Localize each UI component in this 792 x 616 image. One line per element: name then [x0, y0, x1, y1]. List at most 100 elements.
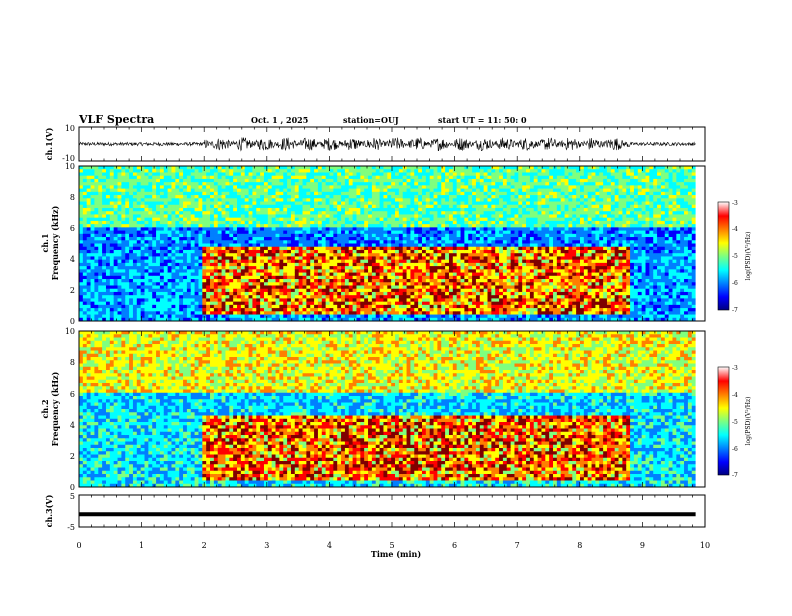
spectrogram-cell [426, 273, 430, 277]
spectrogram-cell [98, 166, 102, 170]
spectrogram-cell [387, 231, 391, 235]
spectrogram-cell [387, 169, 391, 173]
spectrogram-cell [87, 224, 91, 228]
spectrogram-cell [198, 276, 202, 280]
spectrogram-cell [337, 273, 341, 277]
spectrogram-cell [418, 263, 422, 267]
spectrogram-cell [214, 295, 218, 299]
spectrogram-cell [387, 263, 391, 267]
spectrogram-cell [249, 205, 253, 209]
spectrogram-cell [168, 231, 172, 235]
spectrogram-cell [156, 166, 160, 170]
spectrogram-cell [368, 266, 372, 270]
spectrogram-cell [252, 269, 256, 273]
spectrogram-cell [133, 185, 137, 189]
spectrogram-cell [356, 263, 360, 267]
spectrogram-cell [279, 285, 283, 289]
spectrogram-cell [356, 311, 360, 315]
spectrogram-cell [295, 231, 299, 235]
spectrogram-cell [110, 224, 114, 228]
spectrogram-cell [137, 231, 141, 235]
spectrogram-cell [102, 227, 106, 231]
spectrogram-cell [264, 244, 268, 248]
spectrogram-cell [434, 182, 438, 186]
spectrogram-cell [464, 195, 468, 199]
spectrogram-cell [287, 234, 291, 238]
spectrogram-cell [395, 298, 399, 302]
spectrogram-cell [118, 279, 122, 283]
spectrogram-cell [245, 195, 249, 199]
spectrogram-cell [187, 273, 191, 277]
spectrogram-cell [152, 273, 156, 277]
spectrogram-cell [449, 285, 453, 289]
spectrogram-cell [430, 250, 434, 254]
spectrogram-cell [245, 176, 249, 180]
spectrogram-cell [322, 276, 326, 280]
spectrogram-cell [318, 231, 322, 235]
spectrogram-cell [272, 172, 276, 176]
spectrogram-cell [464, 302, 468, 306]
spectrogram-cell [407, 227, 411, 231]
spectrogram-cell [118, 250, 122, 254]
spectrogram-cell [106, 247, 110, 251]
spectrogram-cell [121, 273, 125, 277]
spectrogram-cell [434, 292, 438, 296]
spectrogram-cell [395, 282, 399, 286]
spectrogram-cell [79, 172, 83, 176]
spectrogram-cell [414, 250, 418, 254]
spectrogram-cell [380, 218, 384, 222]
spectrogram-cell [399, 234, 403, 238]
spectrogram-cell [202, 176, 206, 180]
spectrogram-cell [148, 295, 152, 299]
spectrogram-cell [264, 234, 268, 238]
spectrogram-cell [391, 208, 395, 212]
spectrogram-cell [183, 247, 187, 251]
spectrogram-cell [94, 182, 98, 186]
spectrogram-cell [264, 279, 268, 283]
spectrogram-cell [94, 295, 98, 299]
spectrogram-cell [368, 276, 372, 280]
spectrogram-cell [87, 311, 91, 315]
spectrogram-cell [376, 244, 380, 248]
spectrogram-cell [164, 176, 168, 180]
spectrogram-cell [114, 305, 118, 309]
spectrogram-cell [349, 202, 353, 206]
spectrogram-cell [372, 227, 376, 231]
spectrogram-cell [426, 185, 430, 189]
spectrogram-cell [141, 273, 145, 277]
spectrogram-cell [268, 172, 272, 176]
spectrogram-cell [410, 279, 414, 283]
spectrogram-cell [148, 315, 152, 319]
spectrogram-cell [110, 253, 114, 257]
spectrogram-cell [430, 308, 434, 312]
spectrogram-cell [299, 189, 303, 193]
spectrogram-cell [434, 260, 438, 264]
spectrogram-cell [445, 247, 449, 251]
spectrogram-cell [395, 221, 399, 225]
spectrogram-cell [337, 227, 341, 231]
spectrogram-cell [372, 224, 376, 228]
spectrogram-cell [407, 311, 411, 315]
spectrogram-cell [333, 273, 337, 277]
spectrogram-cell [249, 231, 253, 235]
spectrogram-cell [237, 282, 241, 286]
spectrogram-cell [395, 169, 399, 173]
spectrogram-cell [356, 302, 360, 306]
spectrogram-cell [268, 311, 272, 315]
spectrogram-cell [356, 253, 360, 257]
spectrogram-cell [114, 253, 118, 257]
spectrogram-cell [225, 218, 229, 222]
spectrogram-cell [318, 208, 322, 212]
spectrogram-cell [125, 276, 129, 280]
spectrogram-cell [341, 218, 345, 222]
spectrogram-cell [237, 276, 241, 280]
spectrogram-cell [303, 182, 307, 186]
spectrogram-cell [256, 247, 260, 251]
spectrogram-cell [114, 205, 118, 209]
spectrogram-cell [287, 305, 291, 309]
spectrogram-cell [403, 195, 407, 199]
spectrogram-cell [222, 266, 226, 270]
spectrogram-cell [206, 214, 210, 218]
spectrogram-cell [345, 279, 349, 283]
spectrogram-cell [383, 172, 387, 176]
